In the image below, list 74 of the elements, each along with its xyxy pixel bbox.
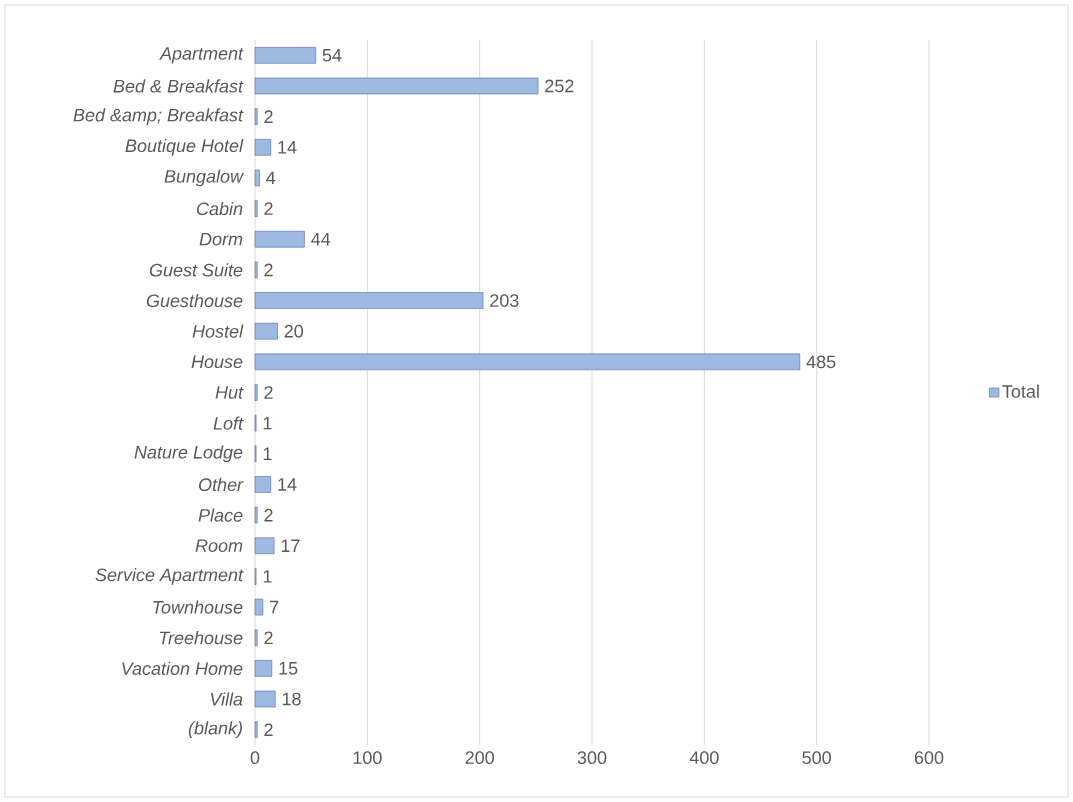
bar xyxy=(254,139,271,156)
data-label: 2 xyxy=(264,110,273,123)
bar xyxy=(254,598,264,616)
y-tick-label: Townhouse xyxy=(153,600,243,614)
bar xyxy=(254,322,278,340)
y-tick-label: (blank) xyxy=(188,721,242,739)
data-label: 4 xyxy=(266,171,276,185)
bar xyxy=(254,690,276,708)
bar xyxy=(254,200,258,217)
bar xyxy=(254,660,273,677)
x-tick-label: 200 xyxy=(465,751,494,764)
data-label: 252 xyxy=(545,79,574,93)
data-label: 2 xyxy=(264,386,273,399)
data-label: 2 xyxy=(264,508,273,522)
bar xyxy=(254,476,271,493)
data-label: 14 xyxy=(278,141,297,154)
data-label: 44 xyxy=(311,233,331,246)
bar xyxy=(254,384,258,401)
data-label: 485 xyxy=(806,355,836,369)
bar xyxy=(254,230,305,248)
bar xyxy=(254,721,258,738)
data-label: 14 xyxy=(278,478,297,491)
y-tick-label: Hostel xyxy=(192,324,244,338)
data-label: 18 xyxy=(282,692,301,706)
y-tick-label: House xyxy=(191,355,243,369)
data-label: 1 xyxy=(263,570,272,583)
y-tick-label: Place xyxy=(198,508,243,522)
y-tick-label: Apartment xyxy=(159,47,244,64)
y-tick-label: Hut xyxy=(215,386,244,399)
data-label: 20 xyxy=(284,324,304,338)
bar xyxy=(254,108,258,125)
y-tick-label: Boutique Hotel xyxy=(125,138,244,156)
x-tick-label: 300 xyxy=(577,751,607,764)
x-tick-label: 400 xyxy=(689,751,719,764)
y-tick-label: Guesthouse xyxy=(146,293,243,308)
y-tick-label: Cabin xyxy=(197,201,243,216)
bar xyxy=(254,353,801,371)
y-tick-label: Vacation Home xyxy=(122,661,243,675)
x-tick-label: 100 xyxy=(353,751,382,764)
x-tick-label: 0 xyxy=(250,751,260,764)
data-label: 2 xyxy=(264,202,273,215)
data-label: 7 xyxy=(270,600,279,614)
y-tick-label: Bed & Breakfast xyxy=(113,79,244,93)
x-tick-label: 500 xyxy=(802,751,831,764)
y-tick-label: Villa xyxy=(210,692,243,706)
data-label: 54 xyxy=(322,49,342,62)
data-label: 1 xyxy=(263,447,272,460)
y-tick-label: Nature Lodge xyxy=(134,445,243,463)
data-label: 2 xyxy=(264,263,273,277)
y-tick-label: Service Apartment xyxy=(95,568,244,585)
y-tick-label: Room xyxy=(195,539,243,553)
bar xyxy=(254,169,260,187)
y-tick-label: Loft xyxy=(213,416,244,430)
y-tick-label: Other xyxy=(199,477,244,492)
data-label: 15 xyxy=(279,662,298,675)
y-tick-label: Treehouse xyxy=(159,631,243,645)
data-label: 203 xyxy=(490,294,519,307)
x-tick-label: 600 xyxy=(914,751,944,764)
y-tick-label: Guest Suite xyxy=(149,263,243,277)
data-label: 17 xyxy=(281,539,300,552)
y-tick-label: Bed &amp; Breakfast xyxy=(73,108,244,126)
bar xyxy=(254,47,316,64)
bar xyxy=(254,537,275,555)
bar xyxy=(254,77,539,95)
y-tick-label: Bungalow xyxy=(164,169,244,187)
bar xyxy=(254,506,258,524)
data-label: 2 xyxy=(264,631,273,644)
y-tick-label: Dorm xyxy=(199,232,243,246)
legend-label: Total xyxy=(1002,384,1039,398)
data-label: 2 xyxy=(264,723,273,736)
bar xyxy=(254,292,484,309)
bar xyxy=(254,261,258,279)
bar xyxy=(254,629,258,646)
data-label: 1 xyxy=(263,416,272,430)
